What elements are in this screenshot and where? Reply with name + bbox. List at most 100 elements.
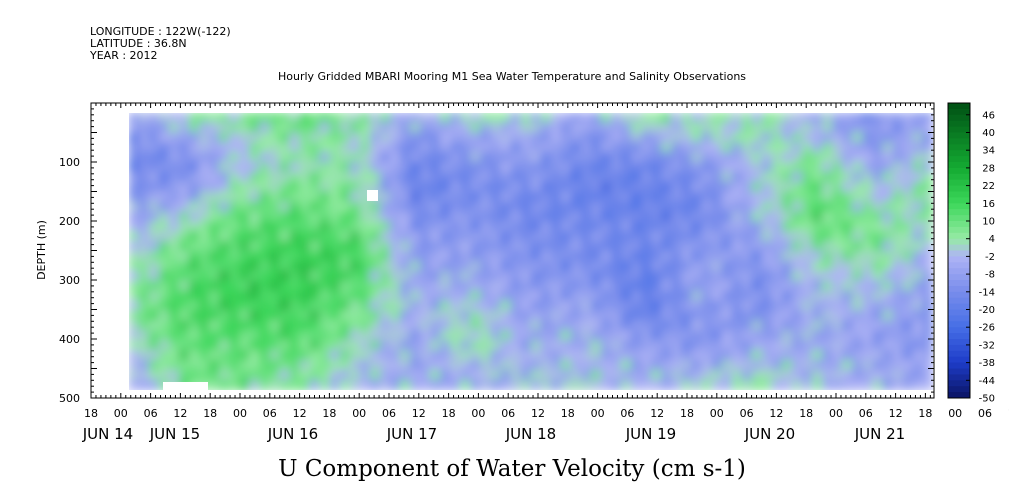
- heatmap-cell: [419, 152, 431, 163]
- heatmap-cell: [701, 161, 713, 173]
- heatmap-cell: [701, 379, 713, 390]
- heatmap-cell: [218, 152, 230, 163]
- heatmap-cell: [359, 191, 371, 203]
- heatmap-cell: [480, 142, 492, 154]
- heatmap-cell: [299, 221, 311, 233]
- heatmap-cell: [711, 221, 723, 233]
- heatmap-cell: [751, 241, 763, 252]
- colorbar-swatch: [948, 250, 970, 257]
- heatmap-cell: [329, 113, 341, 124]
- heatmap-cell: [922, 359, 933, 371]
- heatmap-cell: [811, 310, 823, 322]
- heatmap-cell: [269, 359, 281, 371]
- heatmap-cell: [289, 122, 301, 134]
- heatmap-cell: [389, 251, 401, 262]
- heatmap-cell: [379, 231, 391, 243]
- heatmap-cell: [349, 171, 361, 183]
- heatmap-cell: [560, 300, 572, 312]
- heatmap-cell: [409, 181, 421, 193]
- x-tick-label: 06: [859, 407, 873, 420]
- heatmap-cell: [862, 379, 874, 390]
- heatmap-cell: [450, 181, 462, 193]
- heatmap-cell: [148, 310, 160, 322]
- heatmap-cell: [852, 320, 864, 332]
- colorbar-swatch: [948, 362, 970, 369]
- heatmap-cell: [892, 280, 904, 292]
- heatmap-cell: [309, 113, 321, 124]
- heatmap-cell: [751, 211, 763, 223]
- longitude-label: LONGITUDE : 122W(-122): [90, 25, 231, 38]
- heatmap-cell: [208, 280, 220, 292]
- heatmap-cell: [359, 142, 371, 154]
- heatmap-cell: [691, 349, 703, 361]
- heatmap-cell: [239, 369, 251, 381]
- heatmap-cell: [530, 113, 542, 124]
- heatmap-cell: [781, 181, 793, 193]
- heatmap-cell: [610, 241, 622, 252]
- heatmap-cell: [188, 251, 200, 262]
- colorbar-swatch: [948, 138, 970, 145]
- heatmap-cell: [299, 161, 311, 173]
- heatmap-cell: [299, 181, 311, 193]
- heatmap-cell: [520, 320, 532, 332]
- heatmap-cell: [480, 310, 492, 322]
- heatmap-cell: [269, 330, 281, 342]
- heatmap-cell: [872, 280, 884, 292]
- missing-data-patch: [163, 382, 208, 390]
- heatmap-cell: [269, 379, 281, 390]
- heatmap-cell: [218, 191, 230, 203]
- heatmap-cell: [329, 171, 341, 183]
- heatmap-cell: [882, 201, 894, 213]
- heatmap-cell: [912, 241, 924, 252]
- heatmap-cell: [821, 181, 833, 193]
- heatmap-cell: [369, 340, 381, 351]
- heatmap-cell: [681, 310, 693, 322]
- heatmap-cell: [229, 191, 241, 203]
- heatmap-cell: [198, 270, 210, 282]
- heatmap-cell: [781, 270, 793, 282]
- heatmap-cell: [409, 349, 421, 361]
- heatmap-cell: [600, 122, 612, 134]
- heatmap-cell: [470, 359, 482, 371]
- heatmap-cell: [620, 379, 632, 390]
- heatmap-cell: [781, 132, 793, 144]
- heatmap-cell: [389, 359, 401, 371]
- heatmap-cell: [269, 241, 281, 252]
- colorbar-swatch: [948, 120, 970, 128]
- x-date-label: JUN 17: [386, 425, 437, 443]
- heatmap-cell: [470, 161, 482, 173]
- heatmap-cell: [681, 142, 693, 154]
- heatmap-cell: [229, 359, 241, 371]
- colorbar-swatch: [948, 238, 970, 246]
- heatmap-cell: [379, 152, 391, 163]
- heatmap-cell: [550, 310, 562, 322]
- heatmap-cell: [540, 171, 552, 183]
- heatmap-cell: [731, 359, 743, 371]
- heatmap-cell: [791, 290, 803, 302]
- heatmap-cell: [239, 310, 251, 322]
- heatmap-cell: [168, 349, 180, 361]
- heatmap-cell: [349, 260, 361, 272]
- heatmap-cell: [922, 152, 933, 163]
- heatmap-cell: [168, 181, 180, 193]
- heatmap-cell: [731, 122, 743, 134]
- heatmap-cell: [681, 330, 693, 342]
- heatmap-cell: [369, 379, 381, 390]
- heatmap-cell: [842, 369, 854, 381]
- heatmap-cell: [791, 113, 803, 124]
- heatmap-cell: [540, 340, 552, 351]
- heatmap-cell: [570, 201, 582, 213]
- heatmap-cell: [550, 270, 562, 282]
- heatmap-cell: [239, 211, 251, 223]
- heatmap-cell: [590, 260, 602, 272]
- heatmap-cell: [530, 152, 542, 163]
- heatmap-cell: [269, 171, 281, 183]
- heatmap-cell: [540, 191, 552, 203]
- heatmap-cell: [580, 132, 592, 144]
- heatmap-cell: [339, 171, 351, 183]
- heatmap-cell: [369, 231, 381, 243]
- heatmap-cell: [610, 270, 622, 282]
- heatmap-cell: [781, 260, 793, 272]
- heatmap-cell: [922, 221, 933, 233]
- heatmap-cell: [259, 181, 271, 193]
